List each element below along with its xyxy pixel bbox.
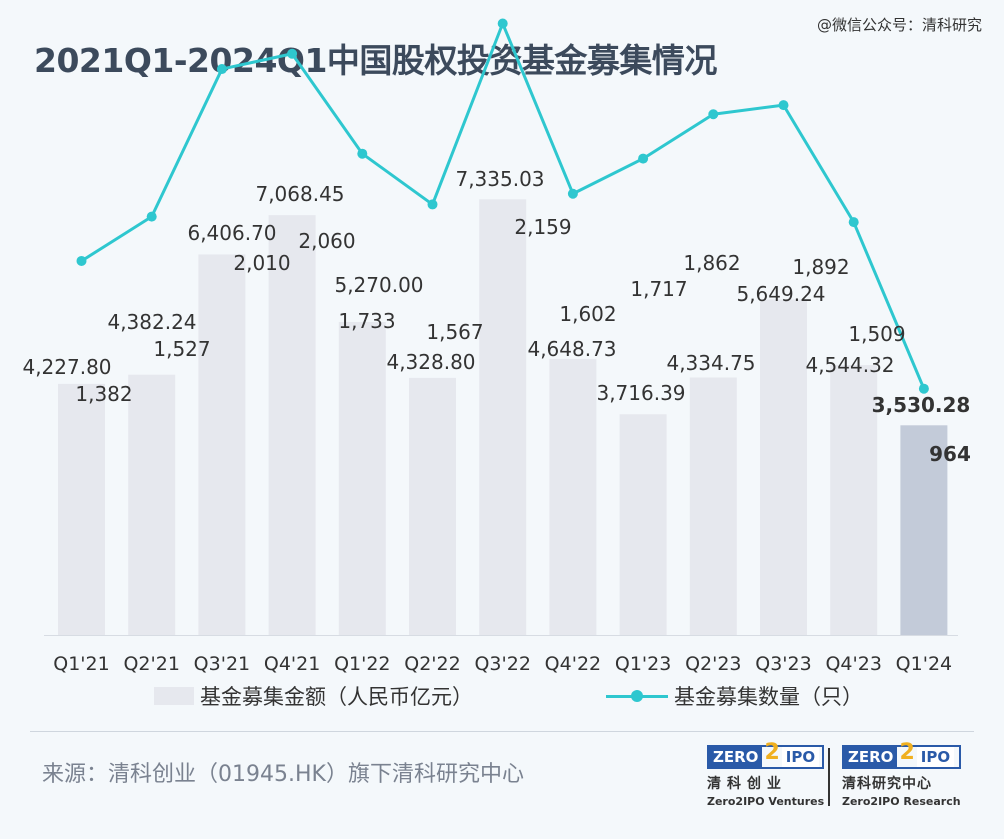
- count-point-12: [918, 383, 929, 394]
- logo-separator: [828, 748, 830, 806]
- chart: Q1'21 Q2'21 Q3'21 Q4'21 Q1'22 Q2'22 Q3'22 Q4'22…: [22, 18, 971, 675]
- watermark: @微信公众号：清科研究: [816, 16, 982, 34]
- bar-10: [760, 299, 807, 635]
- bar-value-label-8: 3,716.39: [596, 381, 685, 405]
- line-value-label-7: 1,602: [559, 302, 616, 326]
- bar-2: [198, 254, 246, 635]
- bar-3: [268, 215, 316, 635]
- legend-label-amount: 基金募集金额（人民币亿元）: [200, 685, 473, 709]
- bar-5: [409, 377, 456, 635]
- bar-value-label-2: 6,406.70: [187, 221, 276, 245]
- x-tick-label-2: Q3'21: [194, 653, 250, 675]
- count-point-1: [146, 211, 157, 222]
- line-value-label-1: 1,527: [153, 337, 210, 361]
- count-point-6: [497, 18, 508, 29]
- bar-12: [900, 425, 948, 635]
- x-tick-label-12: Q1'24: [896, 653, 952, 675]
- count-point-10: [778, 100, 789, 111]
- bar-11: [830, 365, 878, 635]
- bar-value-label-1: 4,382.24: [107, 310, 196, 334]
- bar-value-label-6: 7,335.03: [455, 167, 544, 191]
- x-tick-label-1: Q2'21: [123, 653, 179, 675]
- x-tick-label-8: Q1'23: [615, 653, 671, 675]
- bar-6: [479, 199, 527, 635]
- bar-4: [338, 321, 386, 635]
- bar-value-label-5: 4,328.80: [386, 350, 475, 374]
- legend-item-count: 基金募集数量（只）: [606, 681, 863, 711]
- line-value-label-12: 964: [929, 442, 971, 466]
- x-tick-label-6: Q3'22: [474, 653, 530, 675]
- bar-9: [689, 377, 737, 635]
- line-value-label-9: 1,862: [683, 251, 740, 275]
- count-point-9: [708, 109, 719, 120]
- legend-item-amount: 基金募集金额（人民币亿元）: [154, 681, 473, 711]
- legend-label-count: 基金募集数量（只）: [674, 685, 863, 709]
- bar-value-label-4: 5,270.00: [334, 273, 423, 297]
- line-value-label-5: 1,567: [426, 320, 483, 344]
- line-value-label-3: 2,060: [298, 229, 355, 253]
- x-tick-label-0: Q1'21: [53, 653, 109, 675]
- line-value-label-4: 1,733: [338, 309, 395, 333]
- bar-0: [58, 383, 105, 635]
- chart-title: 2021Q1-2024Q1中国股权投资基金募集情况: [34, 41, 717, 80]
- line-value-label-8: 1,717: [630, 277, 687, 301]
- bar-value-label-7: 4,648.73: [527, 337, 616, 361]
- legend: 基金募集金额（人民币亿元） 基金募集数量（只）: [0, 681, 1004, 715]
- bar-1: [128, 374, 176, 635]
- line-value-label-2: 2,010: [233, 251, 290, 275]
- line-value-label-0: 1,382: [75, 382, 132, 406]
- x-tick-label-7: Q4'22: [545, 653, 601, 675]
- bar-value-label-3: 7,068.45: [255, 182, 344, 206]
- count-point-3: [287, 48, 298, 59]
- logo-zero2ipo-research: ZERO 2 IPO 清科研究中心 Zero2IPO Research: [842, 740, 961, 808]
- count-point-7: [567, 188, 578, 199]
- bar-value-label-10: 5,649.24: [736, 282, 825, 306]
- x-tick-label-10: Q3'23: [755, 653, 811, 675]
- line-value-label-6: 2,159: [514, 215, 571, 239]
- count-point-5: [427, 199, 438, 210]
- count-point-11: [848, 217, 859, 228]
- bar-value-label-0: 4,227.80: [22, 355, 111, 379]
- x-tick-label-3: Q4'21: [264, 653, 320, 675]
- x-tick-label-5: Q2'22: [404, 653, 460, 675]
- count-point-2: [216, 64, 227, 75]
- count-point-8: [638, 153, 649, 164]
- legend-bar-swatch: [154, 687, 194, 705]
- bar-value-label-12: 3,530.28: [872, 393, 971, 417]
- bar-value-label-9: 4,334.75: [666, 351, 755, 375]
- count-point-0: [76, 255, 87, 266]
- legend-line-swatch: [606, 687, 668, 705]
- bar-8: [619, 414, 667, 635]
- bar-value-label-11: 4,544.32: [805, 353, 894, 377]
- bar-7: [549, 358, 597, 635]
- line-value-label-10: 1,892: [792, 255, 849, 279]
- count-point-4: [357, 148, 368, 159]
- divider: [30, 731, 974, 732]
- line-value-label-11: 1,509: [848, 322, 905, 346]
- logo-zero2ipo-ventures: ZERO 2 IPO 清科创业 Zero2IPO Ventures: [707, 740, 825, 808]
- source-note: 来源：清科创业（01945.HK）旗下清科研究中心: [42, 762, 524, 787]
- x-tick-label-9: Q2'23: [685, 653, 741, 675]
- x-tick-label-4: Q1'22: [334, 653, 390, 675]
- x-tick-label-11: Q4'23: [825, 653, 881, 675]
